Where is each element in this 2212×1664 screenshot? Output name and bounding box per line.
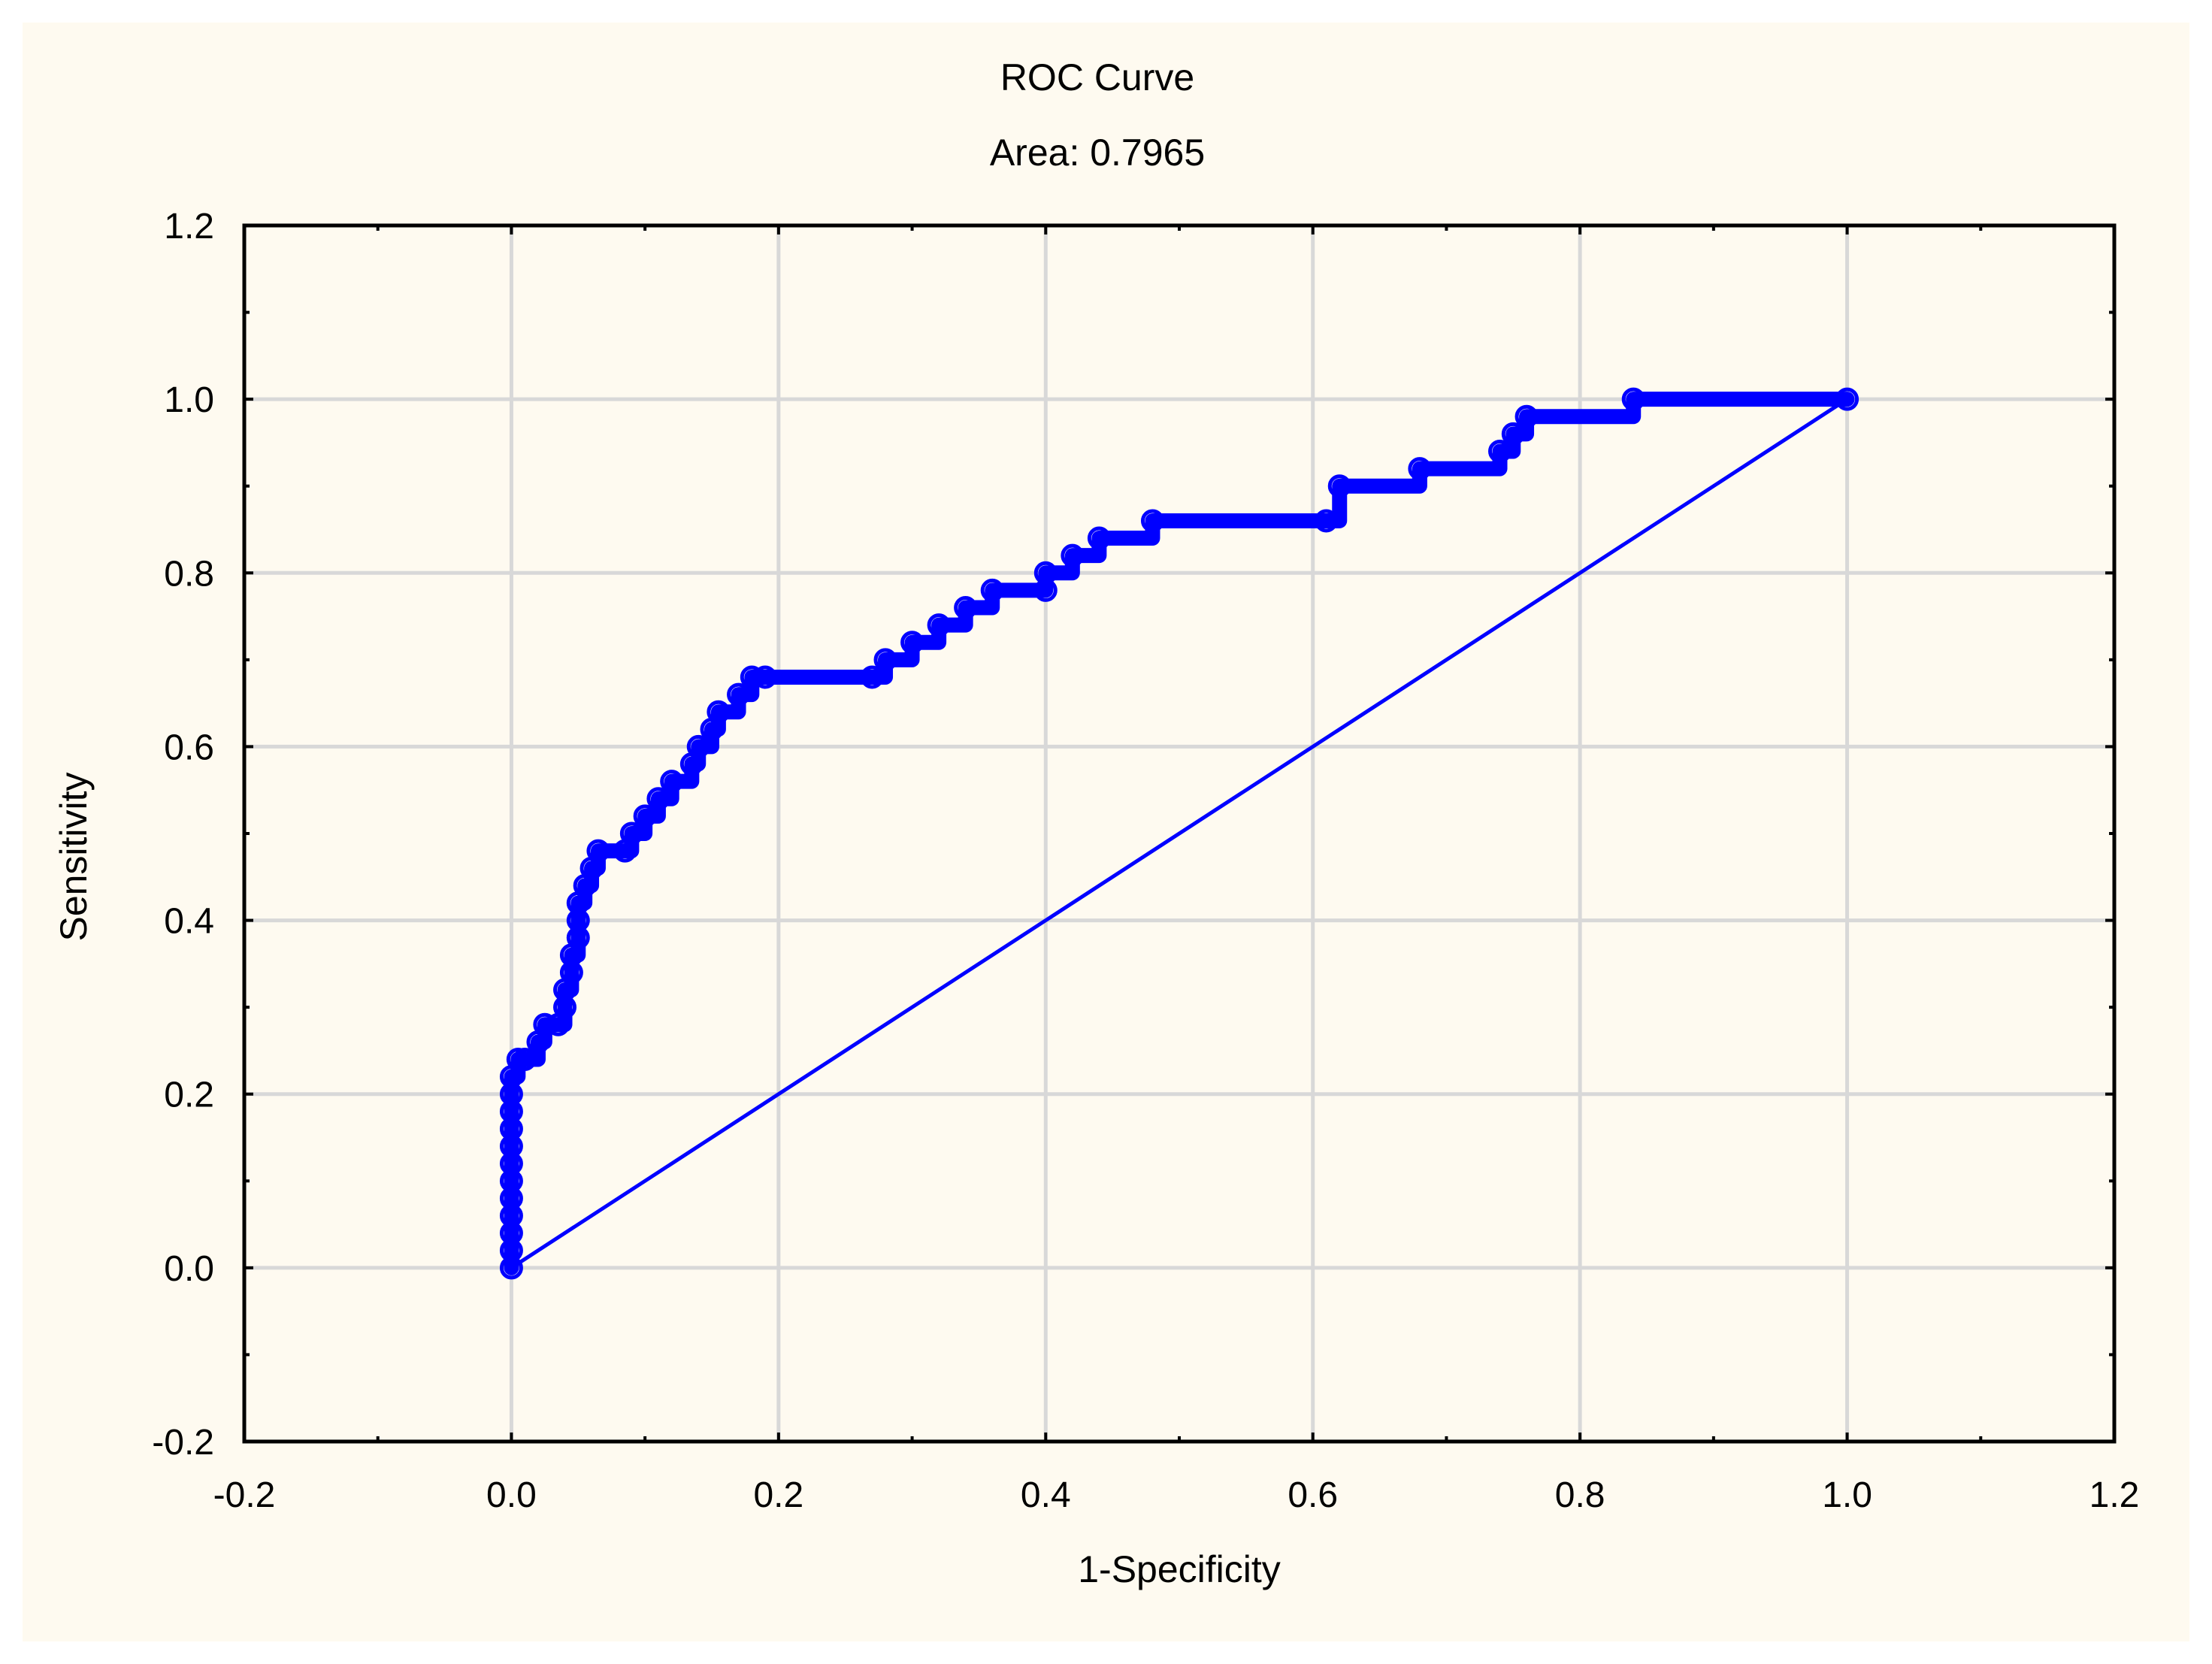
roc-point — [499, 1117, 523, 1141]
roc-point — [533, 1012, 557, 1036]
roc-point — [686, 734, 710, 758]
roc-point — [1061, 543, 1085, 567]
roc-point — [1515, 404, 1539, 428]
x-tick-label: -0.2 — [213, 1475, 276, 1515]
roc-point — [499, 1204, 523, 1228]
roc-point — [646, 787, 670, 811]
roc-chart: ROC Curve Area: 0.7965 -0.2 0.0 0.2 0.4 0.6 0… — [53, 56, 2140, 1590]
roc-point — [566, 926, 590, 950]
plot-frame — [242, 223, 2117, 1444]
x-axis-label: 1-Specificity — [1078, 1548, 1281, 1590]
roc-point — [900, 631, 924, 655]
roc-point — [980, 578, 1004, 602]
x-tick-label: 0.6 — [1288, 1475, 1338, 1515]
reference-diagonal-line — [510, 398, 1848, 1269]
roc-point — [499, 1221, 523, 1245]
x-tick-label: 0.8 — [1555, 1475, 1605, 1515]
roc-point — [1033, 561, 1058, 585]
roc-point — [499, 1100, 523, 1124]
roc-point — [660, 770, 684, 794]
roc-point — [506, 1047, 530, 1071]
roc-point — [1835, 387, 1859, 411]
series-layer — [499, 387, 1859, 1280]
roc-point — [740, 665, 764, 689]
roc-point — [1087, 526, 1111, 550]
roc-point — [1488, 439, 1512, 463]
roc-point — [619, 821, 643, 846]
roc-point — [499, 1239, 523, 1263]
x-tick-label: 0.4 — [1021, 1475, 1071, 1515]
y-tick-label: 0.6 — [164, 728, 214, 767]
roc-point — [633, 804, 657, 828]
roc-point — [1408, 457, 1432, 481]
roc-point — [566, 909, 590, 933]
chart-title: ROC Curve — [1000, 56, 1194, 98]
roc-point — [513, 1047, 537, 1071]
roc-point — [873, 648, 897, 672]
y-tick-label: 0.4 — [164, 902, 214, 942]
roc-point — [927, 613, 951, 637]
x-tick-label: 0.2 — [753, 1475, 803, 1515]
roc-point — [499, 1082, 523, 1106]
roc-point — [954, 596, 978, 620]
roc-point — [499, 1169, 523, 1193]
roc-point — [559, 961, 583, 985]
roc-point — [1621, 387, 1645, 411]
roc-point — [860, 665, 884, 689]
roc-point — [1140, 509, 1164, 533]
y-tick-label: 1.0 — [164, 380, 214, 420]
x-tick-label: 0.0 — [486, 1475, 537, 1515]
roc-point — [499, 1256, 523, 1280]
y-tick-label: 0.0 — [164, 1249, 214, 1289]
roc-point — [727, 682, 751, 706]
x-tick-labels: -0.2 0.0 0.2 0.4 0.6 0.8 1.0 1.2 — [213, 1475, 2140, 1515]
grid — [244, 225, 2114, 1442]
roc-point — [707, 700, 731, 724]
y-axis-label: Sensitivity — [53, 772, 95, 941]
x-tick-label: 1.0 — [1822, 1475, 1872, 1515]
roc-curve-line — [504, 392, 1855, 1275]
roc-point — [753, 665, 777, 689]
y-tick-label: 0.8 — [164, 554, 214, 594]
roc-point — [499, 1134, 523, 1158]
roc-point — [499, 1151, 523, 1175]
roc-point — [1501, 422, 1525, 446]
roc-point — [1327, 474, 1351, 498]
roc-point — [1314, 509, 1338, 533]
x-tick-label: 1.2 — [2089, 1475, 2140, 1515]
y-tick-labels: -0.2 0.0 0.2 0.4 0.6 0.8 1.0 1.2 — [152, 207, 214, 1463]
y-tick-label: 1.2 — [164, 207, 214, 247]
y-tick-label: -0.2 — [152, 1423, 214, 1463]
roc-point — [499, 1186, 523, 1210]
chart-panel: ROC Curve Area: 0.7965 -0.2 0.0 0.2 0.4 0.6 0… — [23, 23, 2189, 1641]
roc-point — [1033, 578, 1058, 602]
roc-point — [553, 995, 577, 1019]
y-tick-label: 0.2 — [164, 1076, 214, 1115]
roc-point — [586, 839, 610, 863]
chart-subtitle: Area: 0.7965 — [990, 132, 1205, 174]
